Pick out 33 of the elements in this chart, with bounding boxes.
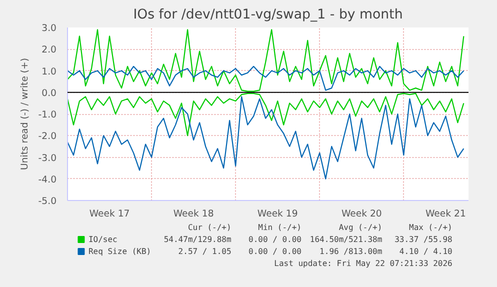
text: 164.50m/521.38m: [310, 235, 382, 244]
text: Last update: Fri May 22 07:21:33 2026: [274, 259, 453, 268]
y-tick-label: -2.0: [38, 131, 57, 142]
x-tick-label: Week 19: [257, 208, 298, 220]
text: 4.10 / 4.10: [399, 247, 453, 256]
y-tick-label: 2.0: [42, 44, 57, 56]
x-tick-label: Week 21: [425, 208, 466, 220]
text: 33.37 /55.98: [394, 235, 453, 244]
text: 2.57 / 1.05: [178, 247, 232, 256]
legend-label: IO/sec: [88, 235, 118, 244]
y-tick-label: -1.0: [38, 110, 57, 120]
y-tick-label: 0.0: [42, 88, 57, 99]
x-tick-label: Week 17: [89, 208, 130, 220]
text: 0.00 / 0.00: [248, 247, 302, 256]
legend-label: Req Size (KB): [88, 247, 152, 256]
y-tick-label: 3.0: [42, 23, 57, 34]
text: 0.00 / 0.00: [248, 235, 302, 244]
y-tick-label: 1.0: [42, 66, 57, 78]
y-tick-label: -3.0: [38, 152, 57, 164]
text: Min (-/+): [258, 223, 302, 232]
text: 54.47m/129.88m: [164, 235, 232, 244]
chart-title: IOs for /dev/ntt01-vg/swap_1 - by month: [133, 8, 403, 22]
y-tick-label: -5.0: [38, 196, 57, 207]
y-tick-label: -4.0: [38, 174, 57, 186]
x-tick-label: Week 18: [173, 208, 214, 220]
text: 1.96 /813.00m: [320, 247, 382, 256]
line-series: [68, 96, 464, 180]
text: Avg (-/+): [338, 223, 382, 232]
text: Cur (-/+): [188, 223, 232, 232]
x-tick-label: Week 20: [341, 208, 382, 220]
line-series: [68, 66, 464, 91]
y-axis-title: Units read (-) / write (+): [19, 58, 30, 170]
text: Max (-/+): [409, 223, 452, 232]
